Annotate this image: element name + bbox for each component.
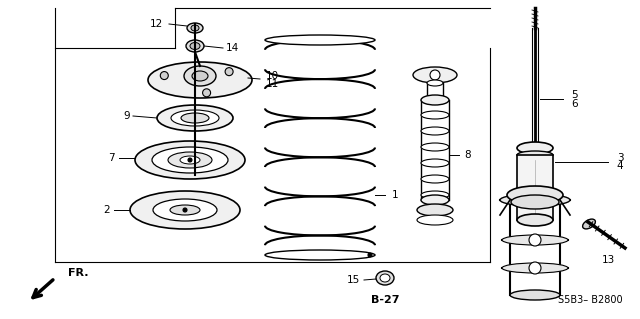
Circle shape: [203, 89, 211, 97]
Ellipse shape: [153, 199, 217, 221]
Ellipse shape: [192, 71, 208, 81]
Ellipse shape: [421, 127, 449, 135]
Ellipse shape: [184, 66, 216, 86]
Ellipse shape: [517, 142, 553, 154]
Ellipse shape: [152, 147, 228, 173]
Ellipse shape: [187, 23, 203, 33]
Ellipse shape: [190, 42, 200, 49]
Ellipse shape: [421, 191, 449, 199]
Text: FR.: FR.: [68, 268, 88, 278]
Text: 11: 11: [266, 79, 278, 89]
Ellipse shape: [421, 195, 449, 205]
Ellipse shape: [511, 195, 559, 209]
Text: 9: 9: [124, 111, 130, 121]
Ellipse shape: [168, 152, 212, 168]
Ellipse shape: [265, 250, 375, 260]
Text: 3: 3: [617, 153, 623, 163]
Circle shape: [225, 68, 233, 76]
Text: 7: 7: [108, 153, 115, 163]
Ellipse shape: [421, 143, 449, 151]
Text: 5: 5: [572, 90, 579, 100]
Ellipse shape: [135, 141, 245, 179]
Ellipse shape: [171, 110, 219, 126]
Ellipse shape: [157, 105, 233, 131]
Ellipse shape: [265, 35, 375, 45]
Ellipse shape: [376, 271, 394, 285]
Circle shape: [529, 234, 541, 246]
Text: B-27: B-27: [371, 295, 399, 305]
Ellipse shape: [421, 95, 449, 105]
Text: 10: 10: [266, 71, 278, 81]
Text: 1: 1: [392, 190, 398, 200]
Text: 13: 13: [602, 255, 614, 265]
Ellipse shape: [421, 175, 449, 183]
Ellipse shape: [417, 215, 453, 225]
Ellipse shape: [510, 290, 560, 300]
Circle shape: [529, 262, 541, 274]
Ellipse shape: [517, 151, 553, 159]
Text: 15: 15: [347, 275, 360, 285]
Text: 2: 2: [104, 205, 110, 215]
Ellipse shape: [500, 194, 570, 206]
Ellipse shape: [421, 111, 449, 119]
Text: 4: 4: [617, 161, 623, 171]
Bar: [517, 155, 553, 220]
Ellipse shape: [427, 80, 443, 86]
Ellipse shape: [417, 204, 453, 216]
Ellipse shape: [181, 113, 209, 123]
Circle shape: [188, 158, 192, 162]
Ellipse shape: [148, 62, 252, 98]
Text: 12: 12: [150, 19, 163, 29]
Ellipse shape: [130, 191, 240, 229]
Text: 6: 6: [572, 99, 579, 109]
Circle shape: [160, 71, 168, 79]
Ellipse shape: [170, 205, 200, 215]
Circle shape: [368, 253, 372, 257]
Text: 14: 14: [225, 43, 239, 53]
Ellipse shape: [507, 186, 563, 204]
Ellipse shape: [380, 274, 390, 282]
Ellipse shape: [421, 159, 449, 167]
Ellipse shape: [427, 97, 443, 103]
Ellipse shape: [186, 40, 204, 52]
Ellipse shape: [502, 263, 568, 273]
Text: 8: 8: [465, 150, 471, 160]
Ellipse shape: [413, 67, 457, 83]
Text: S5B3– B2800: S5B3– B2800: [557, 295, 622, 305]
Ellipse shape: [180, 156, 200, 164]
Ellipse shape: [191, 25, 199, 31]
Ellipse shape: [517, 214, 553, 226]
Circle shape: [430, 70, 440, 80]
Ellipse shape: [502, 235, 568, 245]
Ellipse shape: [582, 219, 595, 229]
Circle shape: [183, 208, 187, 212]
